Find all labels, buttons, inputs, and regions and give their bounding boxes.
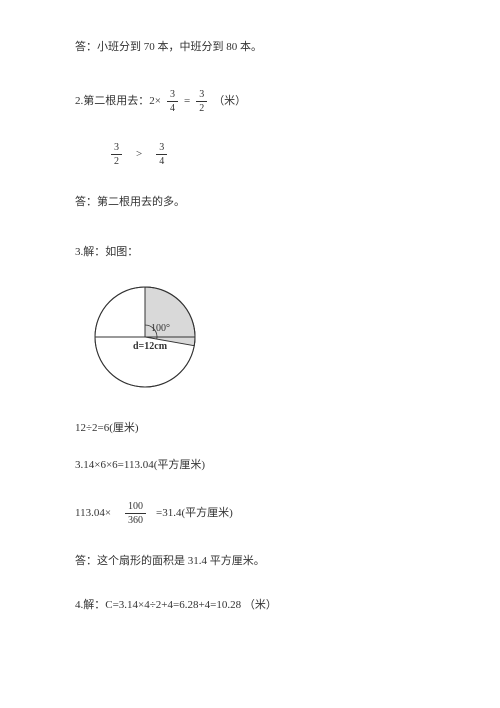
numerator: 3 [156,142,167,155]
answer-line-1: 答：小班分到 70 本，中班分到 80 本。 [75,40,425,55]
text: 答：第二根用去的多。 [75,195,185,210]
fraction-3-4: 3 4 [167,89,178,114]
prefix: 2.第二根用去：2× [75,94,161,109]
svg-text:100°: 100° [151,323,170,334]
fraction-3-2: 3 2 [196,89,207,114]
suffix: =31.4(平方厘米) [156,506,233,521]
text: 12÷2=6(厘米) [75,421,139,436]
answer-line-3: 答：这个扇形的面积是 31.4 平方厘米。 [75,554,425,569]
calc-area-sector: 113.04× 100 360 =31.4(平方厘米) [75,501,425,526]
numerator: 3 [167,89,178,102]
numerator: 3 [111,142,122,155]
text: 3.14×6×6=113.04(平方厘米) [75,458,205,473]
denominator: 4 [167,102,178,114]
calc-area-circle: 3.14×6×6=113.04(平方厘米) [75,458,425,473]
circle-sector-diagram: 100° d=12cm [85,282,425,402]
svg-text:d=12cm: d=12cm [133,341,168,352]
greater-than: > [136,147,142,162]
problem-2-expression: 2.第二根用去：2× 3 4 = 3 2 （米） [75,89,425,114]
denominator: 2 [196,102,207,114]
fraction-3-4: 3 4 [156,142,167,167]
denominator: 360 [125,514,146,526]
sector-svg: 100° d=12cm [85,282,210,397]
text: 答：小班分到 70 本，中班分到 80 本。 [75,40,262,55]
equals: = [184,94,190,109]
fraction-100-360: 100 360 [125,501,146,526]
comparison-line: 3 2 > 3 4 [105,142,425,167]
numerator: 100 [125,501,146,514]
denominator: 2 [111,155,122,167]
problem-4-line: 4.解：C=3.14×4÷2+4=6.28+4=10.28 （米） [75,598,425,613]
prefix: 113.04× [75,506,111,521]
text: 4.解：C=3.14×4÷2+4=6.28+4=10.28 （米） [75,598,277,613]
text: 3.解：如图： [75,245,138,260]
numerator: 3 [196,89,207,102]
text: 答：这个扇形的面积是 31.4 平方厘米。 [75,554,265,569]
answer-line-2: 答：第二根用去的多。 [75,195,425,210]
fraction-3-2: 3 2 [111,142,122,167]
calc-radius: 12÷2=6(厘米) [75,421,425,436]
problem-3-header: 3.解：如图： [75,245,425,260]
denominator: 4 [156,155,167,167]
unit: （米） [213,94,246,109]
